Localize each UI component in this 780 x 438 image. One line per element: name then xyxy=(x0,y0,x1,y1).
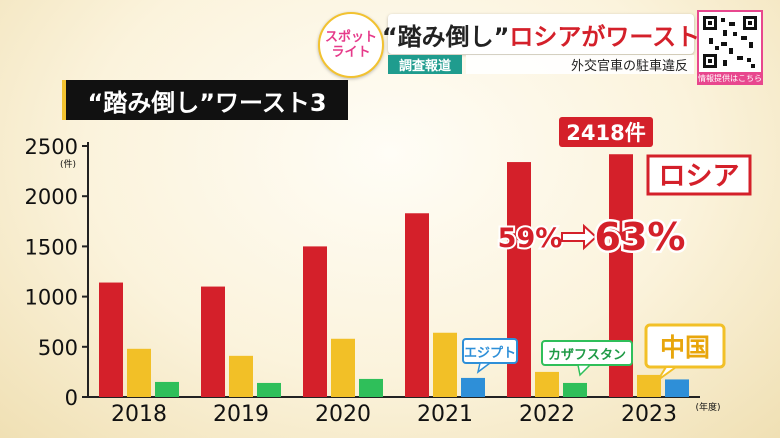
headline-prefix: “踏み倒し” xyxy=(381,22,510,51)
program-logo: スポット ライト xyxy=(318,12,384,78)
bar-series0-2018 xyxy=(99,282,123,397)
russia-label-box xyxy=(646,154,752,196)
y-tick-label: 2500 xyxy=(25,135,78,159)
y-tick-label: 1000 xyxy=(25,286,78,310)
headline-main: ロシアがワースト xyxy=(509,22,701,51)
bar-series0-2020 xyxy=(303,246,327,397)
bar-series0-2019 xyxy=(201,286,225,397)
china-label-pointer xyxy=(657,366,680,381)
egypt-label: エジプト xyxy=(464,346,516,361)
x-tick-label: 2021 xyxy=(417,402,473,427)
y-tick-label: 0 xyxy=(65,386,78,410)
russia-2023-value-box xyxy=(559,117,653,147)
china-label: 中国 xyxy=(660,333,710,362)
kazakhstan-label: カザフスタン xyxy=(548,348,626,363)
bar-series1-2020 xyxy=(331,338,355,397)
bar-third-2019 xyxy=(257,382,281,397)
bar-third-2022 xyxy=(563,382,587,397)
bar-third-2021 xyxy=(461,377,485,397)
qr-label: 情報提供はこちら xyxy=(697,72,763,85)
bar-series1-2019 xyxy=(229,355,253,397)
investigative-tag: 調査報道 xyxy=(388,55,462,74)
bar-series1-2022 xyxy=(535,371,559,397)
x-axis-unit: (年度) xyxy=(695,401,720,413)
bar-series1-2018 xyxy=(127,348,151,397)
logo-line-1: スポット xyxy=(324,30,377,45)
bar-series1-2021 xyxy=(433,332,457,397)
x-tick-label: 2020 xyxy=(315,402,371,427)
subtitle: 外交官車の駐車違反 xyxy=(466,55,694,74)
chart-title: “踏み倒し”ワースト3 xyxy=(62,80,348,120)
y-tick-label: 1500 xyxy=(25,235,78,259)
russia-2023-value: 2418件 xyxy=(566,121,645,145)
y-tick-label: 500 xyxy=(38,336,78,360)
egypt-label-pointer xyxy=(476,362,493,374)
share-arrow-icon xyxy=(561,223,598,251)
x-tick-label: 2018 xyxy=(111,402,167,427)
bar-series1-2023 xyxy=(637,374,661,397)
china-label-box xyxy=(644,323,726,369)
logo-line-2: ライト xyxy=(331,45,371,60)
y-axis-unit: (件) xyxy=(60,158,76,170)
russia-label: ロシア xyxy=(659,161,740,192)
kazakhstan-label-pointer xyxy=(577,364,592,377)
share-to: 63% xyxy=(595,215,686,259)
bar-third-2018 xyxy=(155,381,179,397)
qr-pattern xyxy=(703,16,757,68)
chart-axes: 0 500 1000 1500 2000 2500(件) (年度) 2018 2019 2020 2… xyxy=(25,135,721,427)
qr-code-icon[interactable] xyxy=(697,10,763,74)
bar-third-2020 xyxy=(359,378,383,397)
x-tick-label: 2023 xyxy=(621,402,677,427)
headline: “踏み倒し” ロシアがワースト xyxy=(382,14,700,54)
bar-third-2023 xyxy=(665,379,689,397)
x-tick-label: 2022 xyxy=(519,402,575,427)
y-tick-label: 2000 xyxy=(25,185,78,209)
share-from: 59% xyxy=(498,223,563,254)
bar-series0-2021 xyxy=(405,213,429,397)
x-tick-label: 2019 xyxy=(213,402,269,427)
